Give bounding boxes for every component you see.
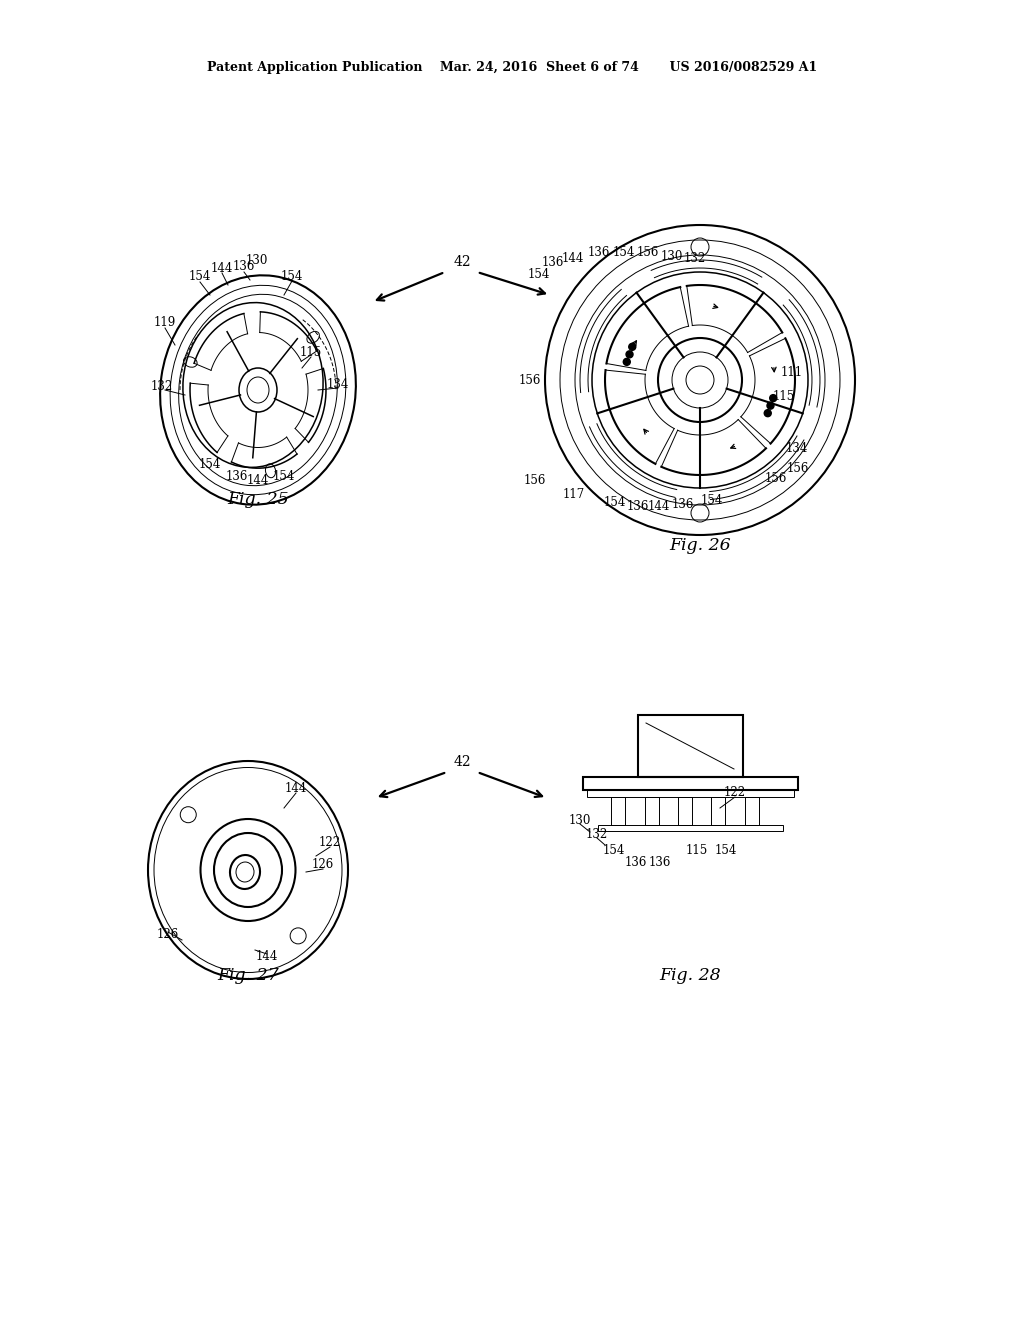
- Text: 42: 42: [454, 255, 471, 269]
- Text: 154: 154: [603, 843, 626, 857]
- Text: Fig. 26: Fig. 26: [670, 536, 731, 553]
- Text: 136: 136: [627, 500, 649, 513]
- Bar: [645, 797, 659, 825]
- Text: 136: 136: [226, 470, 248, 483]
- Text: 136: 136: [672, 499, 694, 511]
- Bar: [587, 789, 794, 797]
- Text: Fig. 27: Fig. 27: [217, 966, 279, 983]
- Text: 144: 144: [648, 500, 670, 513]
- Text: 154: 154: [199, 458, 221, 471]
- Text: 126: 126: [312, 858, 334, 870]
- Bar: [745, 797, 759, 825]
- Text: 122: 122: [724, 787, 746, 800]
- Text: 130: 130: [568, 813, 591, 826]
- Text: 154: 154: [715, 845, 737, 858]
- Text: 42: 42: [454, 755, 471, 770]
- Circle shape: [626, 351, 633, 358]
- Circle shape: [764, 409, 771, 417]
- Text: 136: 136: [625, 855, 647, 869]
- Text: 136: 136: [542, 256, 564, 269]
- Bar: [638, 715, 743, 777]
- Text: 154: 154: [281, 269, 303, 282]
- Text: 115: 115: [300, 346, 323, 359]
- Text: 132: 132: [586, 828, 608, 841]
- Bar: [611, 797, 625, 825]
- Text: 144: 144: [247, 474, 269, 487]
- Text: 136: 136: [649, 855, 671, 869]
- Text: 136: 136: [232, 260, 255, 273]
- Bar: [711, 797, 725, 825]
- Circle shape: [767, 403, 774, 409]
- Circle shape: [624, 358, 631, 366]
- Text: 154: 154: [700, 494, 723, 507]
- Text: 156: 156: [786, 462, 809, 474]
- Text: 154: 154: [527, 268, 550, 281]
- Text: 119: 119: [154, 317, 176, 330]
- Text: 130: 130: [660, 249, 683, 263]
- Circle shape: [629, 343, 636, 350]
- Text: Patent Application Publication    Mar. 24, 2016  Sheet 6 of 74       US 2016/008: Patent Application Publication Mar. 24, …: [207, 62, 817, 74]
- Text: 154: 154: [272, 470, 295, 483]
- Text: 126: 126: [157, 928, 179, 941]
- Text: 154: 154: [604, 496, 627, 510]
- Text: 154: 154: [188, 271, 211, 284]
- Text: 156: 156: [519, 374, 542, 387]
- Text: 144: 144: [211, 261, 233, 275]
- Text: 134: 134: [785, 441, 808, 454]
- Text: Fig. 25: Fig. 25: [227, 491, 289, 508]
- Text: 144: 144: [285, 781, 307, 795]
- Text: 134: 134: [327, 379, 349, 392]
- Bar: [678, 797, 692, 825]
- Bar: [583, 777, 798, 789]
- Text: 122: 122: [318, 837, 341, 850]
- Text: 144: 144: [562, 252, 584, 265]
- Text: 156: 156: [637, 247, 659, 260]
- Text: 132: 132: [684, 252, 707, 265]
- Text: 144: 144: [256, 950, 279, 964]
- Bar: [598, 825, 783, 832]
- Text: 117: 117: [563, 487, 585, 500]
- Text: Fig. 28: Fig. 28: [659, 966, 721, 983]
- Text: 132: 132: [151, 380, 173, 393]
- Text: 111: 111: [781, 367, 803, 380]
- Text: 156: 156: [765, 471, 787, 484]
- Text: 115: 115: [773, 389, 795, 403]
- Text: 115: 115: [686, 845, 709, 858]
- Text: 130: 130: [246, 255, 268, 268]
- Circle shape: [770, 395, 777, 401]
- Text: 136: 136: [588, 247, 610, 260]
- Text: 156: 156: [524, 474, 546, 487]
- Text: 154: 154: [612, 246, 635, 259]
